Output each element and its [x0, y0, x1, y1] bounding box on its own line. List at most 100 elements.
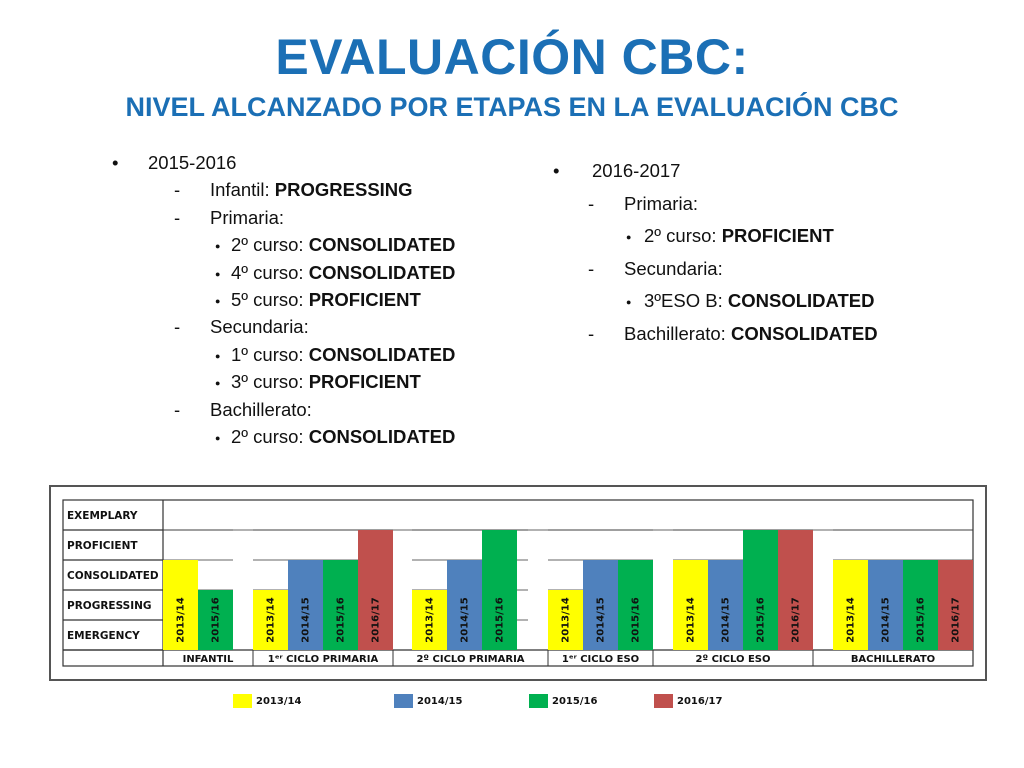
line-value: CONSOLIDATED	[730, 323, 878, 344]
bar	[412, 590, 447, 650]
bar	[583, 560, 618, 650]
circle-bullet-icon: ●	[215, 296, 221, 306]
line-label: 2º curso:	[644, 225, 722, 247]
chart-legend: 2013/14 2014/15 2015/16 2016/17	[0, 694, 1024, 714]
group-label: 2º CICLO ESO	[695, 654, 770, 665]
bullet-line: 3º curso: PROFICIENT	[231, 371, 421, 393]
legend-item: 2016/17	[654, 694, 722, 708]
level-label: EMERGENCY	[67, 630, 140, 642]
dash-marker: -	[588, 192, 595, 214]
line-value: CONSOLIDATED	[308, 343, 456, 365]
circle-bullet-icon: ●	[626, 232, 632, 243]
legend-swatch	[654, 694, 673, 708]
line-label: 3º curso:	[231, 371, 309, 393]
line-value: PROFICIENT	[308, 289, 421, 310]
line-label: 2º curso:	[231, 234, 309, 256]
level-label: PROGRESSING	[67, 600, 152, 612]
dash-marker: -	[174, 316, 181, 338]
bar	[288, 560, 323, 650]
bar	[163, 560, 198, 650]
circle-bullet-icon: ●	[215, 241, 221, 252]
bar-year-label: 2014/15	[881, 597, 892, 642]
line-label: Primaria:	[624, 192, 699, 214]
bar-year-label: 2013/14	[176, 597, 187, 642]
dash-marker: -	[174, 206, 181, 228]
bullet-line: Secundaria:	[624, 258, 723, 280]
line-value: CONSOLIDATED	[727, 290, 875, 312]
circle-bullet-icon: ●	[215, 350, 221, 361]
bar-year-label: 2015/16	[495, 597, 506, 642]
year-heading: 2015-2016	[148, 152, 237, 173]
bar	[482, 530, 517, 650]
bullet-line: 3ºESO B: CONSOLIDATED	[644, 290, 875, 312]
bullet-line: Bachillerato:	[210, 399, 312, 421]
bar-year-label: 2015/16	[211, 597, 222, 642]
line-value: PROFICIENT	[721, 225, 834, 247]
line-value: CONSOLIDATED	[308, 261, 456, 283]
bullet-line: Primaria:	[624, 193, 698, 215]
legend-swatch	[394, 694, 413, 708]
line-value: CONSOLIDATED	[308, 426, 456, 447]
level-label: CONSOLIDATED	[67, 570, 159, 582]
bar-year-label: 2016/17	[371, 597, 382, 642]
bar	[548, 590, 583, 650]
bar	[708, 560, 743, 650]
bar-year-label: 2013/14	[561, 597, 572, 642]
group-label: 1ᵉʳ CICLO PRIMARIA	[268, 654, 379, 665]
line-label: Infantil:	[210, 179, 275, 201]
legend-swatch	[529, 694, 548, 708]
bar	[198, 590, 233, 650]
page-title: EVALUACIÓN CBC:	[275, 29, 749, 85]
bar	[358, 530, 393, 650]
bullet-line: Secundaria:	[210, 316, 309, 338]
group-label: 2º CICLO PRIMARIA	[416, 654, 524, 665]
bar-year-label: 2014/15	[721, 597, 732, 642]
line-label: 2º curso:	[231, 426, 309, 447]
group-label: INFANTIL	[183, 654, 234, 665]
bar	[447, 560, 482, 650]
bullet-line: 5º curso: PROFICIENT	[231, 289, 421, 311]
line-label: Secundaria:	[210, 316, 309, 338]
line-value: PROFICIENT	[308, 371, 421, 393]
bullet-line: 2º curso: CONSOLIDATED	[231, 234, 455, 256]
bullet-dot-icon: •	[553, 160, 560, 181]
line-label: 3ºESO B:	[644, 290, 728, 312]
legend-label: 2013/14	[256, 695, 302, 707]
legend-item: 2014/15	[394, 694, 462, 708]
bar-year-label: 2013/14	[266, 597, 277, 642]
dash-marker: -	[174, 398, 181, 420]
dash-marker: -	[588, 257, 595, 279]
bar-year-label: 2014/15	[301, 597, 312, 642]
bar-year-label: 2013/14	[846, 597, 857, 642]
year-heading: 2016-2017	[592, 160, 681, 181]
circle-bullet-icon: ●	[215, 433, 221, 443]
line-label: Bachillerato:	[624, 323, 731, 344]
line-label: Bachillerato:	[210, 398, 312, 420]
line-label: Secundaria:	[624, 257, 723, 279]
page-subtitle: NIVEL ALCANZADO POR ETAPAS EN LA EVALUAC…	[125, 92, 899, 122]
bar	[673, 560, 708, 650]
circle-bullet-icon: ●	[215, 378, 221, 389]
bullet-line: 2º curso: CONSOLIDATED	[231, 426, 455, 448]
bullet-line: 1º curso: CONSOLIDATED	[231, 344, 455, 366]
line-label: Primaria:	[210, 206, 285, 228]
bar-year-label: 2015/16	[336, 597, 347, 642]
left-column: • 2015-2016 - Infantil: PROGRESSING - Primari…	[0, 0, 520, 470]
bar	[253, 590, 288, 650]
line-label: 5º curso:	[231, 289, 309, 310]
line-label: 4º curso:	[231, 261, 309, 283]
bar	[903, 560, 938, 650]
bar	[868, 560, 903, 650]
bar	[938, 560, 973, 650]
bullet-line: Infantil: PROGRESSING	[210, 179, 413, 201]
bar-year-label: 2015/16	[756, 597, 767, 642]
bar-year-label: 2013/14	[425, 597, 436, 642]
bullet-line: Primaria:	[210, 207, 284, 229]
bar	[743, 530, 778, 650]
legend-label: 2014/15	[417, 695, 463, 707]
circle-bullet-icon: ●	[215, 268, 221, 279]
line-label: 1º curso:	[231, 343, 309, 365]
bar-year-label: 2014/15	[460, 597, 471, 642]
bar-year-label: 2015/16	[916, 597, 927, 642]
